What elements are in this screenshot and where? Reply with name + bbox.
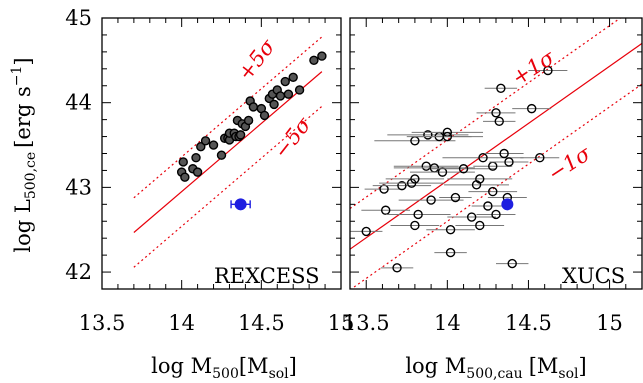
x-tick-label: 14.5 — [238, 311, 285, 335]
data-point — [496, 83, 506, 93]
highlight-point — [234, 198, 247, 211]
data-point — [280, 76, 290, 87]
data-point — [442, 131, 453, 142]
data-point — [309, 55, 319, 66]
x-tick-label: 13.5 — [79, 311, 126, 335]
upper-scatter-line — [133, 36, 323, 199]
data-point — [248, 102, 259, 112]
right-panel-name: XUCS — [562, 264, 625, 288]
data-point — [450, 192, 461, 203]
data-point — [200, 136, 211, 146]
right-relation-lines — [350, 18, 642, 289]
data-point — [491, 209, 501, 220]
data-point — [445, 247, 456, 258]
data-point — [437, 167, 448, 177]
data-point — [478, 153, 488, 163]
right-x-axis-label: log M500,cau [Msol] — [405, 354, 586, 382]
x-tick-label: 14 — [434, 311, 461, 335]
data-point — [458, 164, 469, 174]
left-panel-name: REXCESS — [214, 264, 320, 288]
data-point — [180, 172, 190, 182]
right-panel: 13.5 14 14.5 15 +1σ −1σ XUCS — [343, 17, 643, 335]
data-point — [288, 72, 298, 82]
data-point — [275, 91, 286, 101]
data-point — [426, 195, 436, 205]
data-point — [294, 85, 305, 95]
data-point — [543, 65, 553, 76]
data-point — [507, 258, 517, 269]
x-tick-label: 13.5 — [343, 311, 390, 335]
left-relation-lines — [133, 36, 323, 268]
data-point — [410, 174, 420, 184]
data-point — [499, 148, 509, 159]
data-point — [243, 115, 254, 126]
data-point — [317, 51, 327, 61]
highlight-point — [501, 198, 514, 211]
x-tick-label: 15 — [328, 311, 355, 335]
lower-scatter-line — [133, 105, 323, 268]
data-point — [504, 157, 514, 167]
data-point — [483, 201, 493, 211]
data-point — [410, 220, 420, 231]
data-point — [216, 150, 227, 160]
y-tick-label: 42 — [65, 260, 92, 284]
data-point — [488, 186, 498, 197]
best-fit-line — [133, 71, 323, 233]
data-point — [491, 108, 501, 118]
data-point — [494, 116, 504, 127]
left-sigma-plus-label: +5σ — [233, 34, 280, 85]
data-point — [361, 226, 371, 237]
data-point — [259, 110, 270, 121]
left-highlight-point — [230, 198, 251, 211]
data-point — [397, 180, 407, 191]
data-point — [196, 142, 206, 152]
left-sigma-minus-label: −5σ — [269, 112, 316, 163]
data-point — [466, 212, 477, 222]
data-point — [178, 157, 188, 167]
data-point — [235, 130, 246, 140]
upper-scatter-line — [350, 18, 622, 210]
data-point — [191, 153, 201, 163]
y-tick-label: 45 — [65, 6, 92, 30]
lower-scatter-line — [350, 83, 642, 289]
y-tick-label: 44 — [65, 91, 92, 115]
left-data-points — [176, 51, 327, 182]
right-sigma-plus-label: +1σ — [508, 45, 560, 90]
right-axis-ticks: 13.5 14 14.5 15 — [343, 17, 643, 335]
data-point — [526, 103, 537, 114]
data-point — [445, 225, 456, 235]
x-tick-label: 14.5 — [505, 311, 552, 335]
data-point — [208, 140, 219, 150]
data-point — [283, 89, 294, 99]
data-point — [535, 153, 545, 163]
data-point — [192, 167, 203, 177]
y-tick-label: 43 — [65, 175, 92, 199]
data-point — [475, 220, 485, 231]
data-point — [413, 209, 423, 220]
data-point — [475, 174, 485, 184]
data-point — [423, 130, 433, 140]
left-panel: 13.5 14 14.5 15 42 43 44 45 +5σ −5σ REXCESS — [65, 6, 354, 335]
left-x-axis-label: log M500[Msol] — [151, 354, 297, 382]
right-data-points — [350, 65, 568, 273]
x-tick-label: 14 — [168, 311, 195, 335]
left-axis-ticks: 13.5 14 14.5 15 42 43 44 45 — [65, 6, 354, 335]
y-axis-label: log L500,ce[erg s−1] — [9, 57, 39, 252]
x-tick-label: 15 — [596, 311, 623, 335]
data-point — [379, 184, 389, 194]
data-point — [392, 263, 402, 273]
data-point — [269, 99, 279, 110]
